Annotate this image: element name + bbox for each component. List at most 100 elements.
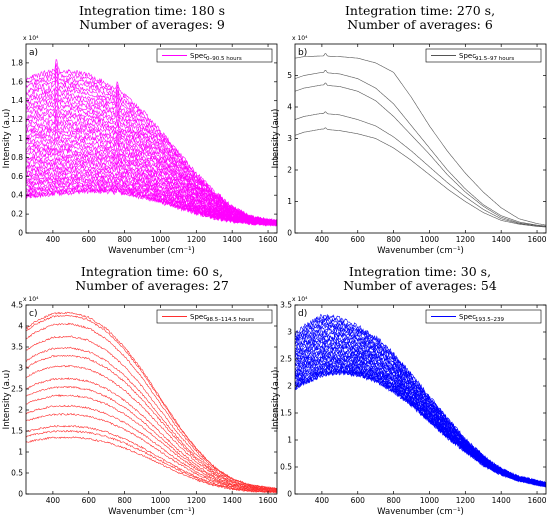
x-tick-label: 1200: [456, 496, 475, 505]
x-tick-label: 400: [46, 496, 61, 505]
series-line: [26, 424, 277, 493]
x-tick-label: 800: [386, 496, 401, 505]
panel-b: Integration time: 270 s,Number of averag…: [271, 3, 547, 256]
y-multiplier: x 10⁴: [23, 296, 39, 303]
y-tick-label: 4.5: [11, 301, 23, 310]
series-group: [26, 59, 277, 227]
series-line: [26, 314, 277, 490]
y-tick-label: 4: [18, 322, 23, 331]
chart-title-line: Integration time: 60 s,: [81, 264, 223, 279]
legend-box: [156, 48, 273, 63]
series-line: [26, 85, 277, 225]
legend-subscript: 0–90.5 hours: [206, 56, 242, 62]
y-tick-label: 3: [18, 364, 23, 373]
plot-frame: [294, 43, 547, 234]
legend-subscript: 193.5–239: [475, 317, 504, 323]
chart-title-line: Integration time: 270 s,: [345, 3, 495, 18]
series-line: [26, 346, 277, 491]
series-line: [26, 354, 277, 491]
series-line: [26, 88, 277, 225]
x-tick-label: 1200: [456, 235, 475, 244]
legend-box: [156, 309, 273, 324]
series-line: [295, 127, 546, 228]
legend-subscript: 98.5–114.5 hours: [206, 317, 254, 323]
y-tick-label: 0.5: [11, 469, 23, 478]
panel-d: Integration time: 30 s,Number of average…: [271, 264, 547, 517]
y-tick-label: 1.5: [11, 427, 23, 436]
plot-frame: [294, 304, 547, 495]
y-tick-label: 1: [287, 436, 292, 445]
x-tick-label: 1400: [223, 496, 242, 505]
series-line: [26, 119, 277, 226]
series-line: [295, 70, 546, 227]
series-line: [26, 137, 277, 226]
y-multiplier: x 10⁴: [292, 35, 308, 42]
chart-title-line: Number of averages: 54: [343, 278, 497, 293]
series-line: [26, 412, 277, 493]
panel-label: c): [29, 309, 37, 319]
y-tick-label: 3: [287, 134, 292, 143]
series-line: [26, 436, 277, 494]
panel-c: Integration time: 60 s,Number of average…: [2, 264, 278, 517]
legend-label: Spec: [459, 52, 476, 60]
x-tick-label: 400: [46, 235, 61, 244]
series-line: [295, 356, 546, 487]
x-tick-label: 1000: [151, 235, 170, 244]
x-tick-label: 800: [117, 235, 132, 244]
series-group: [26, 311, 277, 494]
y-tick-label: 1.2: [11, 115, 23, 124]
y-tick-label: 1.5: [280, 409, 292, 418]
x-tick-label: 1000: [420, 235, 439, 244]
y-tick-label: 2: [18, 406, 23, 415]
y-tick-label: 4: [287, 103, 292, 112]
x-tick-label: 1600: [527, 496, 546, 505]
series-line: [26, 59, 277, 225]
x-tick-label: 1400: [492, 235, 511, 244]
x-axis-label: Wavenumber (cm⁻¹): [108, 507, 195, 517]
x-axis-label: Wavenumber (cm⁻¹): [377, 507, 464, 517]
chart-title-line: Number of averages: 27: [75, 278, 229, 293]
x-tick-label: 1400: [223, 235, 242, 244]
series-line: [295, 53, 546, 226]
series-line: [295, 313, 546, 486]
y-tick-label: 1.8: [11, 58, 23, 67]
series-line: [26, 311, 277, 490]
y-axis-label: Intensity (a.u): [2, 370, 12, 430]
y-tick-label: 1.4: [11, 96, 23, 105]
panel-label: a): [29, 48, 38, 58]
legend-box: [425, 309, 542, 324]
y-tick-label: 0: [287, 490, 292, 499]
y-tick-label: 0: [18, 490, 23, 499]
series-group: [295, 313, 546, 488]
series-line: [295, 364, 546, 487]
series-line: [295, 350, 546, 488]
legend-label: Spec: [459, 313, 476, 321]
x-tick-label: 600: [82, 496, 97, 505]
y-tick-label: 5: [287, 71, 292, 80]
series-line: [295, 321, 546, 487]
x-tick-label: 1600: [258, 496, 277, 505]
x-tick-label: 1200: [187, 496, 206, 505]
x-tick-label: 1600: [258, 235, 277, 244]
series-line: [295, 358, 546, 487]
panel-label: b): [298, 48, 307, 58]
series-line: [26, 161, 277, 226]
y-multiplier: x 10⁴: [23, 35, 39, 42]
series-line: [295, 357, 546, 487]
x-tick-label: 1600: [527, 235, 546, 244]
series-line: [295, 111, 546, 227]
y-tick-label: 0.6: [11, 172, 23, 181]
y-tick-label: 3: [287, 328, 292, 337]
x-tick-label: 800: [117, 496, 132, 505]
series-line: [26, 394, 277, 492]
y-tick-label: 1: [18, 134, 23, 143]
x-axis-label: Wavenumber (cm⁻¹): [108, 246, 195, 256]
chart-title-line: Number of averages: 6: [347, 17, 493, 32]
x-tick-label: 600: [351, 496, 366, 505]
chart-title-line: Number of averages: 9: [79, 17, 225, 32]
legend-subscript: 91.5–97 hours: [475, 56, 514, 62]
y-tick-label: 2.5: [280, 355, 292, 364]
y-tick-label: 2.5: [11, 385, 23, 394]
